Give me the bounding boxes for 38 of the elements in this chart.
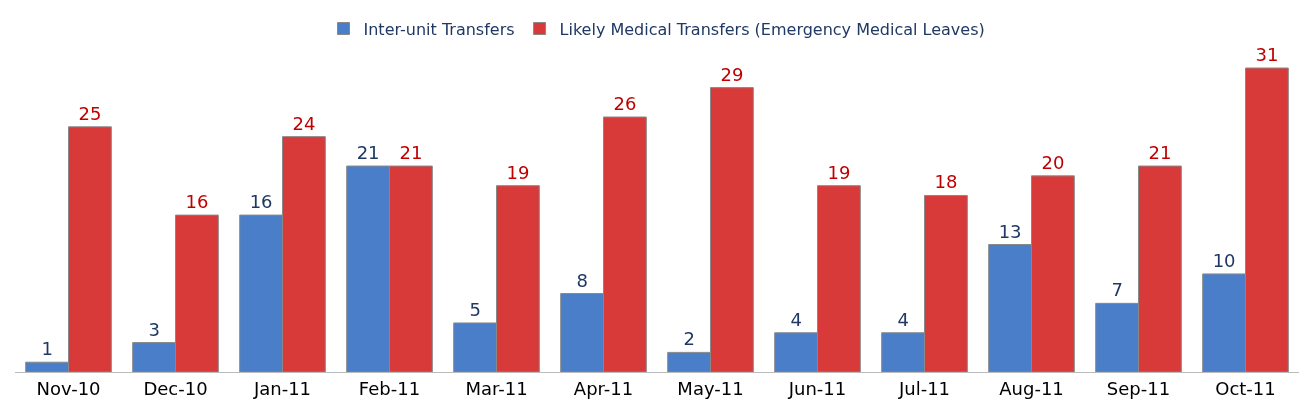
data-label: 4 <box>897 308 909 330</box>
x-tick-label: Feb-11 <box>358 377 421 399</box>
data-label: 21 <box>399 142 423 164</box>
x-tick-label: Oct-11 <box>1215 377 1276 399</box>
data-label: 19 <box>506 161 530 183</box>
data-label: 5 <box>469 298 481 320</box>
data-label: 19 <box>827 161 851 183</box>
data-label: 31 <box>1255 44 1279 65</box>
data-label: 8 <box>576 269 588 291</box>
data-label: 21 <box>1148 142 1172 164</box>
data-label: 18 <box>934 171 958 193</box>
data-label: 4 <box>790 308 802 330</box>
x-tick-label: Aug-11 <box>999 377 1064 399</box>
data-label: 21 <box>356 142 380 164</box>
data-label: 3 <box>148 318 160 340</box>
data-label: 25 <box>78 102 102 124</box>
data-label: 10 <box>1212 249 1236 271</box>
x-tick-label: Mar-11 <box>465 377 528 399</box>
x-tick-label: Dec-10 <box>143 377 208 399</box>
legend-label: Inter-unit Transfers <box>363 19 515 39</box>
x-tick-label: Jul-11 <box>897 377 951 399</box>
data-label: 24 <box>292 112 316 134</box>
data-label: 2 <box>683 328 695 350</box>
data-label: 13 <box>998 220 1022 242</box>
x-tick-label: Apr-11 <box>573 377 634 399</box>
data-label: 16 <box>249 191 273 213</box>
x-tick-label: Nov-10 <box>36 377 101 399</box>
x-tick-label: Sep-11 <box>1106 377 1171 399</box>
x-tick-label: Jan-11 <box>252 377 312 399</box>
data-label: 16 <box>185 191 209 213</box>
data-label: 26 <box>613 93 637 115</box>
x-tick-label: Jun-11 <box>787 377 847 399</box>
x-tick-label: May-11 <box>677 377 744 399</box>
data-label: 7 <box>1111 279 1123 301</box>
legend-label: Likely Medical Transfers (Emergency Medical Leaves) <box>559 19 985 39</box>
data-label: 29 <box>720 63 744 85</box>
data-label: 1 <box>41 338 53 360</box>
data-label: 20 <box>1041 151 1065 173</box>
